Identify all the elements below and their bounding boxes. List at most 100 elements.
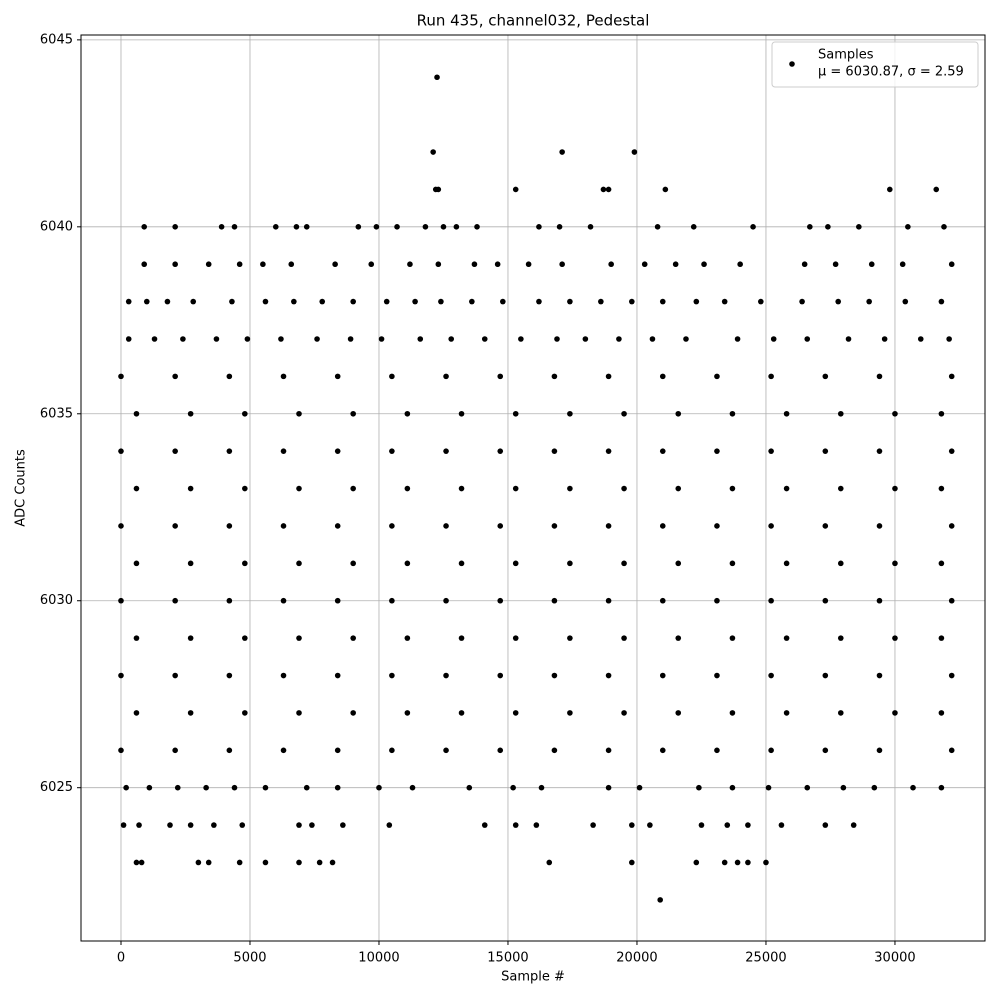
point [172, 523, 178, 529]
point [551, 373, 558, 380]
point [938, 410, 945, 417]
point [675, 485, 682, 492]
point [118, 373, 124, 380]
point [778, 822, 785, 828]
point [807, 224, 813, 230]
point [801, 261, 808, 268]
point [837, 710, 844, 716]
point [892, 710, 898, 716]
point [466, 784, 473, 791]
point [394, 224, 400, 230]
point [347, 336, 354, 342]
point [933, 186, 940, 193]
point [334, 747, 341, 754]
legend: Samples μ = 6030.87, σ = 2.59 [771, 41, 979, 88]
point [675, 560, 682, 567]
point [280, 597, 287, 604]
point [497, 523, 504, 529]
legend-box [771, 41, 979, 88]
point [799, 298, 805, 305]
point [822, 523, 829, 529]
point [605, 186, 612, 193]
point [948, 448, 955, 454]
point [657, 897, 663, 903]
point [141, 261, 148, 268]
point [118, 448, 124, 454]
point [763, 859, 769, 866]
point [172, 672, 178, 679]
point [291, 298, 297, 305]
point [319, 298, 326, 305]
point [590, 822, 596, 828]
point [373, 224, 380, 230]
point [288, 261, 295, 268]
point [605, 523, 612, 529]
point [698, 822, 705, 828]
point [551, 597, 558, 604]
point [141, 224, 148, 230]
point [458, 410, 465, 417]
point [512, 186, 519, 193]
point [734, 336, 741, 342]
plot-frame [80, 34, 986, 942]
point [458, 560, 465, 567]
point [768, 672, 774, 679]
points [118, 74, 955, 903]
point [629, 298, 635, 305]
point [892, 635, 898, 641]
point [435, 261, 442, 268]
point [296, 859, 302, 866]
point [724, 822, 731, 828]
point [551, 448, 558, 454]
point [768, 373, 774, 380]
point [948, 747, 955, 754]
point [389, 672, 395, 679]
point [512, 560, 519, 567]
point [582, 336, 589, 342]
point [910, 784, 916, 791]
point [172, 373, 178, 380]
point [587, 224, 594, 230]
point [948, 597, 955, 604]
point [213, 336, 220, 342]
point [404, 485, 411, 492]
point [262, 784, 269, 791]
point [567, 410, 573, 417]
point [187, 485, 194, 492]
point [226, 672, 233, 679]
point [205, 859, 212, 866]
point [497, 672, 504, 679]
point [133, 485, 140, 492]
point [621, 485, 627, 492]
point [435, 186, 442, 193]
point [837, 560, 844, 567]
point [631, 149, 638, 155]
point [876, 373, 883, 380]
point [133, 635, 140, 641]
point [167, 822, 173, 828]
point [481, 822, 488, 828]
point [832, 261, 839, 268]
point [567, 298, 573, 305]
point [837, 410, 844, 417]
point [118, 747, 124, 754]
point [696, 784, 702, 791]
point [768, 448, 774, 454]
point [948, 261, 955, 268]
point [729, 710, 736, 716]
point [497, 373, 504, 380]
point [948, 672, 955, 679]
point [902, 298, 909, 305]
point [675, 710, 682, 716]
point [662, 186, 669, 193]
point [174, 784, 181, 791]
point [244, 336, 251, 342]
point [262, 298, 269, 305]
point [350, 560, 356, 567]
x-tick-label: 30000 [874, 951, 915, 966]
point [737, 261, 743, 268]
point [383, 298, 390, 305]
legend-note: μ = 6030.87, σ = 2.59 [818, 65, 964, 80]
point [512, 710, 519, 716]
